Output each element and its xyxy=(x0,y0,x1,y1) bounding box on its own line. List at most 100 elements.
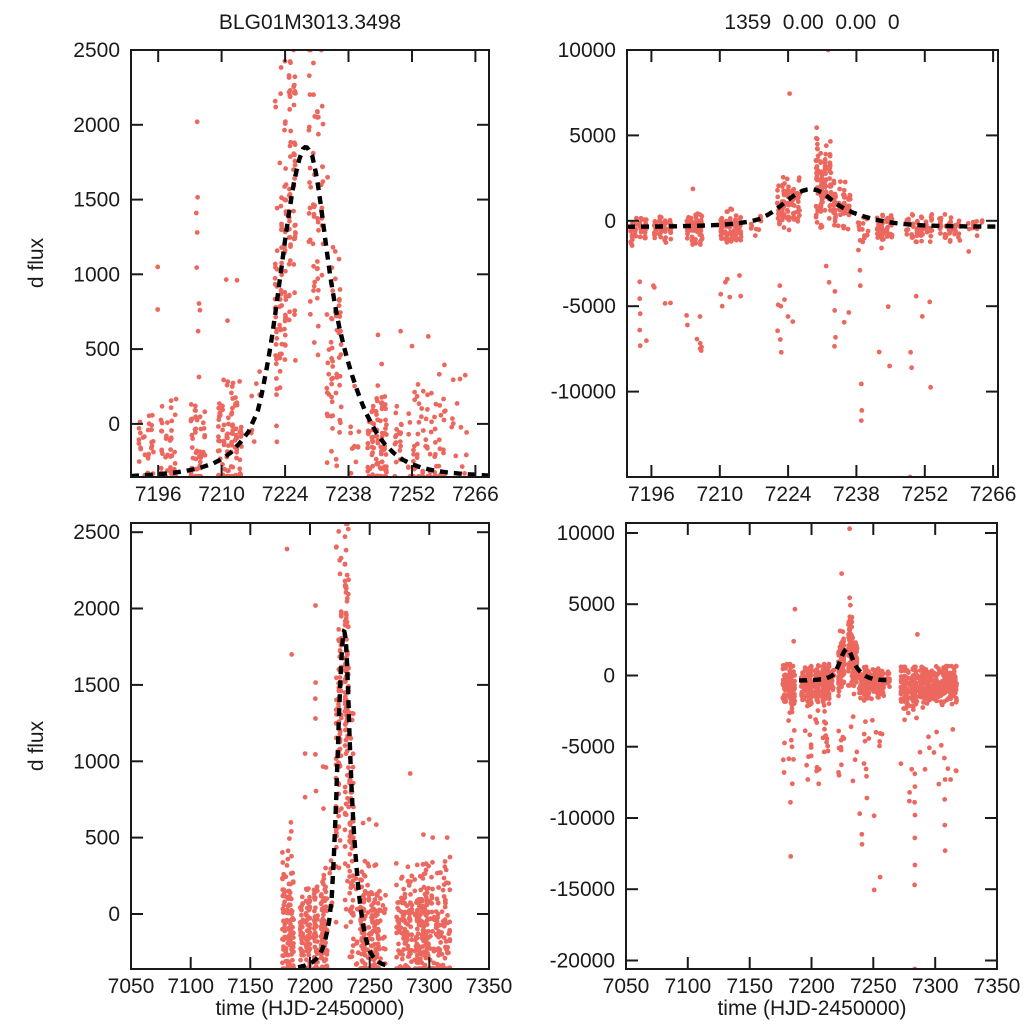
data-point xyxy=(292,312,297,317)
data-point xyxy=(136,437,142,442)
data-point xyxy=(382,910,387,916)
data-point xyxy=(652,235,658,241)
outlier-point xyxy=(942,755,947,761)
data-point xyxy=(839,762,844,768)
data-point xyxy=(225,379,231,385)
data-point xyxy=(365,910,371,915)
data-point xyxy=(307,934,313,940)
data-point xyxy=(279,351,284,357)
data-point xyxy=(425,392,430,398)
data-point xyxy=(405,864,411,870)
outlier-point xyxy=(859,831,865,837)
outlier-point xyxy=(871,813,877,819)
y-tick-label: 1500 xyxy=(73,189,120,212)
data-point xyxy=(374,954,380,960)
data-point xyxy=(406,411,412,417)
data-point xyxy=(684,235,690,241)
data-point xyxy=(370,463,375,469)
data-point xyxy=(821,703,827,708)
outlier-point xyxy=(912,835,918,841)
data-point xyxy=(290,924,295,930)
y-tick-label: -10000 xyxy=(550,807,615,830)
data-point xyxy=(847,595,852,601)
outlier-point xyxy=(360,820,366,826)
data-point xyxy=(375,941,381,947)
data-point xyxy=(378,400,384,406)
data-point xyxy=(291,949,296,955)
data-point xyxy=(306,73,312,79)
data-point xyxy=(150,439,156,444)
data-point xyxy=(446,950,451,956)
data-point xyxy=(879,731,885,737)
data-point xyxy=(287,107,293,112)
y-axis-label-top: d flux xyxy=(25,237,48,289)
data-point xyxy=(307,904,313,910)
outlier-point xyxy=(857,811,863,817)
data-point xyxy=(283,166,288,172)
outlier-point xyxy=(651,283,656,289)
data-point xyxy=(407,918,413,923)
data-point xyxy=(974,219,980,224)
data-point xyxy=(826,664,832,669)
data-point xyxy=(907,790,912,795)
data-point xyxy=(408,947,414,953)
data-point xyxy=(282,244,287,250)
data-point xyxy=(781,770,787,775)
data-point xyxy=(795,209,800,215)
data-point xyxy=(846,668,851,674)
data-point xyxy=(845,226,851,232)
data-point xyxy=(814,174,820,180)
data-point xyxy=(795,199,801,205)
data-point xyxy=(288,154,293,160)
data-point xyxy=(873,729,879,735)
data-point xyxy=(354,961,360,967)
data-point xyxy=(401,886,407,892)
data-point xyxy=(363,913,368,919)
data-point xyxy=(825,743,831,749)
data-point xyxy=(449,424,455,430)
data-point xyxy=(307,180,312,185)
data-point xyxy=(852,757,858,763)
data-point xyxy=(197,459,203,465)
data-point xyxy=(370,403,376,409)
data-point xyxy=(837,186,843,192)
data-point xyxy=(632,228,638,234)
data-point xyxy=(792,678,797,684)
data-point xyxy=(819,171,825,177)
outlier-point xyxy=(912,771,918,777)
data-point xyxy=(274,376,279,381)
outlier-point xyxy=(697,340,703,346)
data-point xyxy=(193,408,199,413)
data-point xyxy=(823,143,829,149)
data-point xyxy=(342,897,348,903)
data-point xyxy=(377,888,382,894)
data-point xyxy=(445,944,451,950)
data-point xyxy=(792,672,797,678)
data-point xyxy=(904,231,910,237)
data-point xyxy=(407,420,413,425)
data-point xyxy=(889,232,895,238)
x-tick-label: 7252 xyxy=(389,483,436,506)
data-point xyxy=(285,848,291,854)
data-point xyxy=(315,276,321,282)
data-point xyxy=(348,919,354,925)
data-point xyxy=(952,674,958,680)
outlier-point xyxy=(225,318,230,324)
data-point xyxy=(274,336,280,341)
data-point xyxy=(283,312,288,318)
data-point xyxy=(301,952,306,958)
data-point xyxy=(821,749,827,755)
panel-top-left: 7196 7210 7224 7238 7252 7266 0 500 1000 1500 2000… xyxy=(73,39,498,506)
outlier-point xyxy=(195,194,201,200)
data-point xyxy=(662,226,668,232)
data-point xyxy=(374,433,380,439)
outlier-point xyxy=(887,363,892,369)
data-point xyxy=(862,738,868,744)
data-point xyxy=(345,863,351,869)
data-point xyxy=(279,221,284,227)
data-point xyxy=(833,212,838,218)
data-point xyxy=(898,664,904,670)
data-point xyxy=(879,245,884,251)
data-point xyxy=(253,381,259,387)
data-point xyxy=(398,421,404,427)
